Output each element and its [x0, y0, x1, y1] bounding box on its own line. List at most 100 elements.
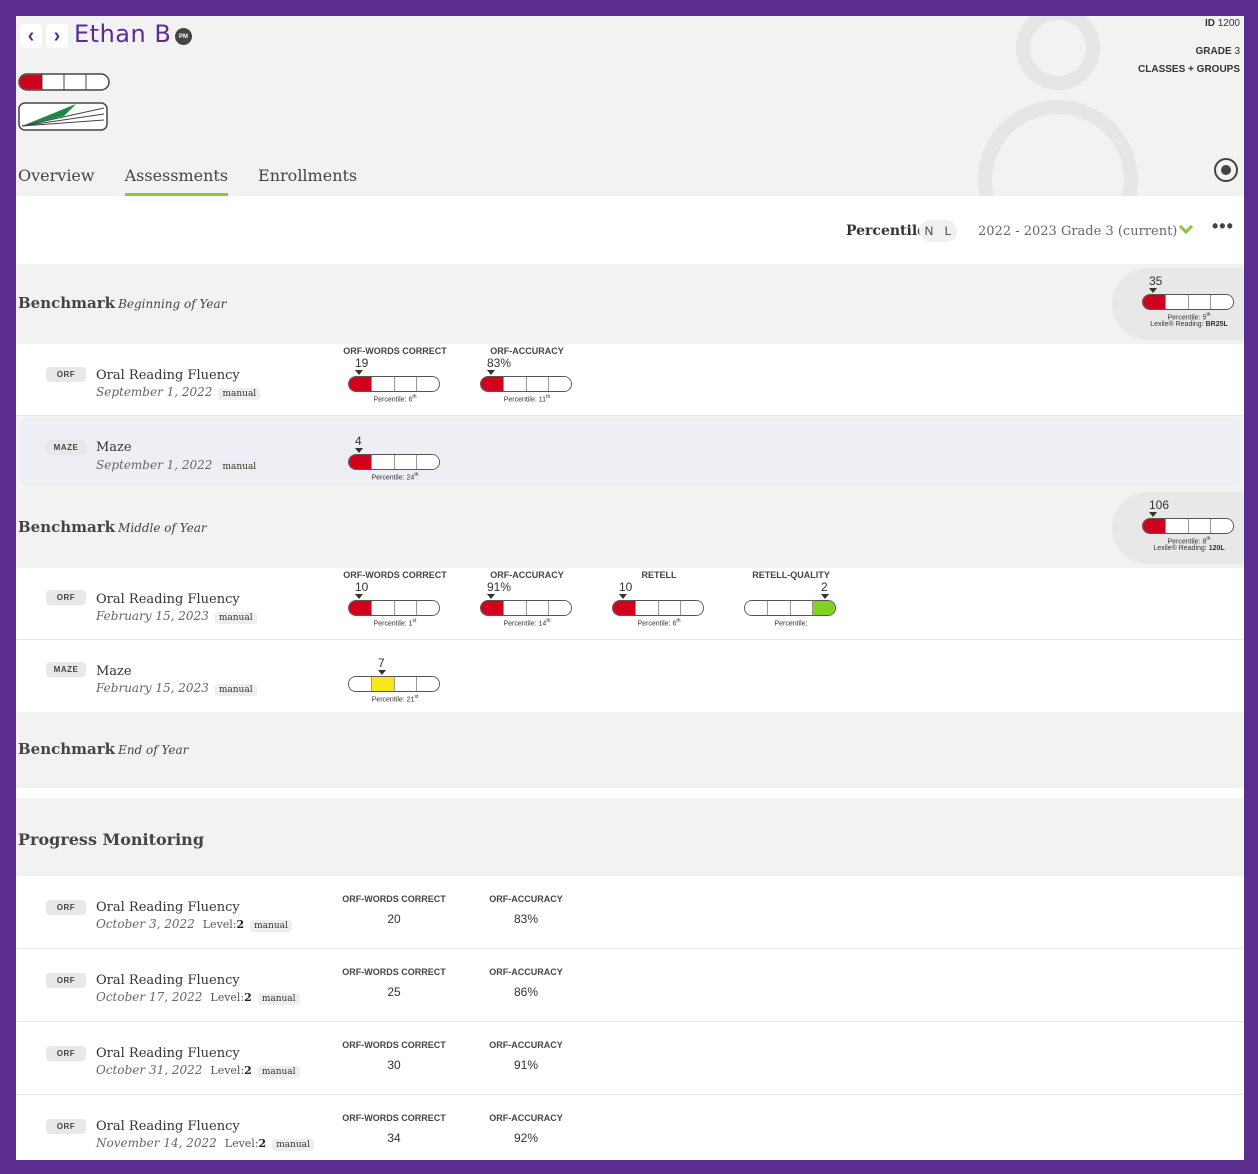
measure-title: [338, 646, 452, 656]
id-value: 1200: [1217, 18, 1240, 29]
percentile-text: Percentile: 1st: [373, 618, 417, 628]
measure-title: ORF-ACCURACY: [489, 1040, 563, 1050]
more-options-icon[interactable]: •••: [1212, 216, 1234, 236]
school-year-select[interactable]: 2022 - 2023 Grade 3 (current): [978, 224, 1178, 239]
grade-value: 3: [1234, 46, 1240, 57]
measure-gauge: ORF-ACCURACY 91% Percentile: 14th: [480, 570, 574, 627]
chevron-down-icon[interactable]: [1178, 219, 1194, 235]
risk-segment: [526, 601, 550, 615]
risk-segment: [1165, 519, 1189, 533]
section-benchmark-eoy: Benchmark End of Year: [16, 712, 1244, 788]
risk-segment: [417, 455, 439, 469]
level-label: Level:2: [210, 1064, 252, 1077]
score-marker-icon: [487, 594, 495, 599]
norm-lexile-toggle[interactable]: N L: [919, 220, 957, 242]
target-icon[interactable]: [1214, 158, 1238, 182]
percentile-text: Percentile: 6th: [373, 394, 417, 404]
risk-segment: [394, 377, 418, 391]
assessment-name: Oral Reading Fluency: [96, 1119, 240, 1134]
assessment-date: September 1, 2022 manual: [96, 458, 261, 473]
pm-row[interactable]: ORF Oral Reading Fluency October 17, 2022 L…: [16, 949, 1244, 1022]
risk-segment: [813, 601, 835, 615]
risk-segment: [1211, 295, 1233, 309]
assessment-badge: ORF: [46, 1046, 86, 1061]
measure-value: 83%: [513, 912, 539, 926]
percentile-text: Percentile:: [774, 620, 808, 628]
score-value: 10: [355, 580, 369, 594]
measure-gauge: ORF-WORDS CORRECT 19 Percentile: 6th: [343, 346, 447, 404]
section-title: Benchmark Middle of Year: [18, 518, 207, 536]
risk-segment: [481, 601, 504, 615]
risk-level-bar: [348, 600, 440, 616]
prev-student-button[interactable]: ‹: [20, 24, 42, 48]
risk-segment: [481, 377, 504, 391]
classes-groups-link[interactable]: CLASSES + GROUPS: [1138, 64, 1240, 75]
measure-title: ORF-WORDS CORRECT: [342, 967, 446, 977]
measure-value: 92%: [513, 1131, 539, 1145]
manual-tag: manual: [214, 612, 257, 624]
risk-level-bar: [480, 376, 572, 392]
risk-level-bar: [348, 376, 440, 392]
percentile-text: Percentile: 5th Lexile® Reading: BR25L: [1142, 312, 1236, 328]
measure-value: 20: [387, 912, 401, 926]
tab-assessments[interactable]: Assessments: [124, 166, 229, 196]
risk-level-bar: [744, 600, 836, 616]
measure-title: ORF-ACCURACY: [489, 1113, 563, 1123]
section-benchmark-moy: Benchmark Middle of Year 106 Percentile: 8…: [16, 488, 1244, 568]
assessment-date: October 31, 2022 Level:2 manual: [96, 1063, 300, 1078]
measure-title: ORF-ACCURACY: [490, 570, 564, 580]
student-header: ‹ › Ethan B PM ID 1200 GRADE 3 CLASSES +…: [16, 16, 1244, 260]
composite-gauge-moy: 106 Percentile: 8th Lexile® Reading: 120L: [1142, 498, 1236, 552]
assessment-date: February 15, 2023 manual: [96, 609, 257, 624]
risk-segment: [394, 677, 418, 691]
assessment-row[interactable]: MAZE Maze February 15, 2023 manual 7 Perce…: [16, 640, 1244, 712]
measure-value: 86%: [513, 985, 539, 999]
percentile-text: Percentile: 24th: [371, 472, 419, 482]
section-title: Benchmark End of Year: [18, 740, 189, 758]
toggle-n[interactable]: N: [924, 224, 934, 238]
measure-gauge: RETELL-QUALITY 2 Percentile:: [744, 570, 838, 627]
assessment-row[interactable]: ORF Oral Reading Fluency February 15, 20…: [16, 568, 1244, 640]
score-marker-icon: [355, 448, 363, 453]
assessment-badge: ORF: [46, 590, 86, 605]
assessment-row[interactable]: MAZE Maze September 1, 2022 manual 4 Perce…: [21, 418, 1239, 486]
section-title: Benchmark Beginning of Year: [18, 294, 227, 312]
risk-segment: [394, 455, 418, 469]
score-marker-icon: [1149, 288, 1157, 293]
assessment-row[interactable]: ORF Oral Reading Fluency September 1, 20…: [16, 344, 1244, 416]
risk-segment: [503, 377, 527, 391]
manual-tag: manual: [257, 993, 300, 1005]
pm-row[interactable]: ORF Oral Reading Fluency November 14, 2022…: [16, 1095, 1244, 1160]
filter-bar: Percentile N L 2022 - 2023 Grade 3 (curr…: [16, 196, 1244, 264]
score-marker-icon: [487, 370, 495, 375]
risk-segment: [635, 601, 659, 615]
risk-segment: [526, 377, 550, 391]
assessment-date: September 1, 2022 manual: [96, 385, 261, 400]
pm-badge: PM: [175, 28, 192, 45]
risk-level-bar: [348, 676, 440, 692]
score-marker-icon: [355, 594, 363, 599]
pm-row[interactable]: ORF Oral Reading Fluency October 31, 2022 L…: [16, 1022, 1244, 1095]
risk-segment: [613, 601, 636, 615]
risk-segment: [349, 455, 372, 469]
next-student-button[interactable]: ›: [46, 24, 68, 48]
tab-overview[interactable]: Overview: [18, 166, 95, 185]
risk-segment: [549, 377, 571, 391]
measure-value: 34: [387, 1131, 401, 1145]
assessment-badge: ORF: [46, 367, 86, 382]
level-label: Level:2: [202, 918, 245, 931]
pm-row[interactable]: ORF Oral Reading Fluency October 3, 2022 Le…: [16, 876, 1244, 949]
manual-tag: manual: [218, 388, 261, 400]
measure-title: ORF-ACCURACY: [489, 967, 563, 977]
measure-title: ORF-WORDS CORRECT: [343, 346, 447, 356]
score-value: 2: [821, 580, 828, 594]
toggle-l[interactable]: L: [944, 224, 952, 238]
risk-segment: [371, 377, 395, 391]
percentile-text: Percentile: 6th: [637, 618, 681, 628]
manual-tag: manual: [214, 684, 257, 696]
assessment-badge: ORF: [46, 1119, 86, 1134]
assessment-name: Oral Reading Fluency: [96, 592, 240, 607]
assessment-name: Oral Reading Fluency: [96, 368, 240, 383]
risk-segment: [417, 377, 439, 391]
tab-enrollments[interactable]: Enrollments: [258, 166, 358, 185]
